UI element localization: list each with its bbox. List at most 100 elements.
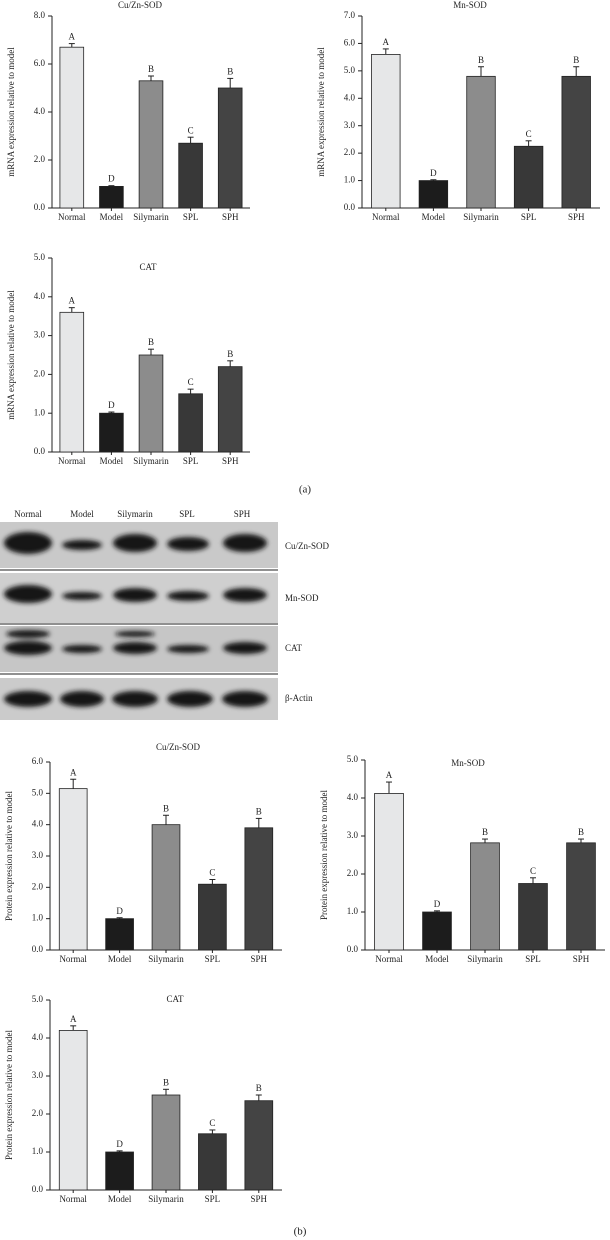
significance-letter: B [573,55,579,65]
x-tick-label: Model [108,1194,132,1204]
bar [178,142,203,209]
bar [371,54,401,209]
y-tick-label: 4.0 [34,106,46,116]
y-tick-label: 3.0 [347,830,359,840]
x-tick-label: SPL [205,954,221,964]
significance-letter: C [188,125,194,135]
y-tick-label: 4.0 [32,819,44,829]
bar [178,393,203,453]
significance-letter: A [386,770,393,780]
significance-letter: B [148,64,154,74]
y-axis-label: Protein expression relative to model [319,790,329,920]
chart-title: CAT [166,994,184,1004]
bar [58,1030,88,1191]
x-tick-label: SPL [183,212,199,222]
y-tick-label: 0.0 [344,202,356,212]
bar [244,1100,274,1191]
panel-label: (a) [299,484,312,496]
chart-title: Cu/Zn-SOD [118,0,163,10]
lane-label: SPL [179,509,195,519]
significance-letter: B [256,806,262,816]
bar [470,842,500,951]
y-tick-label: 5.0 [32,994,44,1004]
y-tick-label: 5.0 [32,787,44,797]
bar [59,46,85,209]
x-tick-label: Model [422,212,446,222]
y-tick-label: 3.0 [32,850,44,860]
bar [418,180,449,209]
y-tick-label: 2.0 [34,368,46,378]
significance-letter: D [116,1139,123,1149]
bar [59,311,85,453]
band-label: Cu/Zn-SOD [285,541,330,551]
x-tick-label: Silymarin [133,456,169,466]
chart-title: Cu/Zn-SOD [156,742,201,752]
significance-letter: D [108,400,115,410]
x-tick-label: SPL [183,456,199,466]
significance-letter: B [148,337,154,347]
x-tick-label: Normal [372,212,400,222]
bar [138,80,164,209]
y-tick-label: 6.0 [344,37,356,47]
chart-title: Mn-SOD [453,0,487,10]
x-tick-label: SPL [525,954,541,964]
bar [99,412,124,453]
lane-label: Silymarin [117,509,153,519]
x-tick-label: SPH [568,212,585,222]
x-tick-label: Normal [58,212,86,222]
significance-letter: B [227,66,233,76]
y-tick-label: 2.0 [32,881,44,891]
x-tick-label: Model [108,954,132,964]
bar [151,824,181,951]
significance-letter: B [163,1077,169,1087]
significance-letter: D [430,168,437,178]
significance-letter: B [482,827,488,837]
significance-letter: A [69,32,76,42]
y-tick-label: 5.0 [347,754,359,764]
y-tick-label: 1.0 [344,175,356,185]
y-tick-label: 0.0 [32,1184,44,1194]
lane-label: Model [70,509,94,519]
x-tick-label: Silymarin [148,954,184,964]
significance-letter: A [383,37,390,47]
y-tick-label: 0.0 [34,446,46,456]
y-tick-label: 0.0 [32,944,44,954]
y-axis-label: mRNA expression relative to model [316,47,326,177]
y-tick-label: 6.0 [32,756,44,766]
y-tick-label: 4.0 [32,1032,44,1042]
panel-label: (b) [294,1226,307,1238]
significance-letter: B [478,55,484,65]
significance-letter: D [116,906,123,916]
y-tick-label: 3.0 [344,120,356,130]
y-tick-label: 4.0 [34,291,46,301]
significance-letter: B [256,1083,262,1093]
y-tick-label: 4.0 [347,792,359,802]
y-tick-label: 2.0 [344,147,356,157]
blot-bands [4,532,268,707]
x-tick-label: Normal [58,456,86,466]
bar [217,366,243,453]
bar [217,87,243,209]
bar [138,354,164,453]
bar [244,827,274,951]
bar [466,75,496,209]
x-tick-label: SPL [521,212,537,222]
bar [198,883,227,951]
bar [105,1151,134,1191]
y-tick-label: 0.0 [34,202,46,212]
significance-letter: B [227,349,233,359]
bar [105,918,134,951]
x-tick-label: Model [425,954,449,964]
lane-label: Normal [14,509,42,519]
y-axis-label: Protein expression relative to model [4,791,14,921]
significance-letter: C [209,868,215,878]
y-axis-label: mRNA expression relative to model [6,290,16,420]
y-tick-label: 1.0 [347,906,359,916]
x-tick-label: SPH [573,954,590,964]
y-tick-label: 1.0 [32,1146,44,1156]
significance-letter: D [108,174,115,184]
band-label: β-Actin [285,693,313,703]
x-tick-label: Silymarin [463,212,499,222]
x-tick-label: Silymarin [148,1194,184,1204]
significance-letter: A [70,1014,77,1024]
